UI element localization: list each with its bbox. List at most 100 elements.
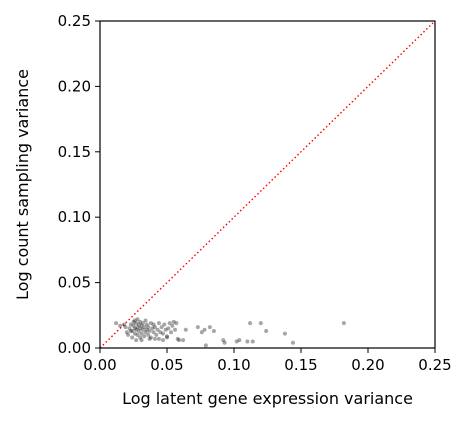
scatter-point (128, 322, 133, 327)
y-tick-label: 0.00 (58, 339, 91, 357)
scatter-point (144, 327, 149, 332)
scatter-point (199, 330, 204, 335)
scatter-point (139, 331, 144, 336)
scatter-point (126, 332, 131, 337)
scatter-point (207, 325, 212, 330)
scatter-point (124, 330, 129, 335)
scatter-point (135, 325, 140, 330)
scatter-point (167, 321, 172, 326)
scatter-point (158, 330, 163, 335)
x-tick-label: 0.20 (351, 356, 384, 374)
scatter-point (169, 330, 174, 335)
scatter-point (131, 323, 136, 328)
x-axis-ticks: 0.00 0.05 0.10 0.15 0.20 0.25 (83, 348, 452, 374)
scatter-point (134, 338, 139, 343)
scatter-point (136, 329, 141, 333)
scatter-point (222, 340, 227, 345)
scatter-point (148, 335, 153, 340)
scatter-point (195, 325, 200, 330)
scatter-point (203, 343, 208, 348)
scatter-point (181, 338, 186, 343)
scatter-point (138, 335, 143, 340)
scatter-point (147, 329, 152, 333)
scatter-point (166, 326, 171, 331)
scatter-point (132, 326, 137, 331)
scatter-point (165, 335, 169, 340)
y-tick-label: 0.20 (58, 77, 91, 95)
x-axis-title: Log latent gene expression variance (122, 389, 413, 408)
scatter-point (135, 332, 140, 337)
x-tick-label: 0.25 (418, 356, 451, 374)
scatter-point (163, 327, 168, 332)
scatter-point (177, 338, 182, 343)
scatter-point (170, 323, 175, 328)
scatter-point (151, 330, 156, 335)
scatter-point (152, 336, 157, 341)
scatter-point (130, 335, 135, 340)
scatter-point (211, 329, 216, 333)
scatter-point (156, 336, 161, 341)
identity-reference-line (99, 20, 436, 349)
scatter-point (139, 338, 144, 343)
scatter-point (146, 332, 151, 337)
scatter-point (264, 329, 269, 333)
scatter-point (148, 321, 153, 326)
scatter-point (139, 323, 144, 328)
scatter-point (245, 339, 250, 344)
scatter-point (122, 322, 127, 327)
scatter-point (159, 325, 164, 330)
scatter-point (160, 338, 165, 343)
scatter-point (290, 340, 295, 345)
y-axis-ticks: 0.00 0.05 0.10 0.15 0.20 0.25 (58, 12, 100, 357)
scatter-point (234, 339, 239, 344)
scatter-point (140, 321, 145, 326)
scatter-point (165, 334, 169, 339)
scatter-point (143, 330, 148, 335)
scatter-point (175, 336, 180, 341)
scatter-point (132, 331, 137, 336)
plot-frame (99, 20, 436, 349)
scatter-point (174, 321, 179, 326)
scatter-point (134, 321, 139, 326)
x-tick-label: 0.15 (284, 356, 317, 374)
scatter-point (142, 334, 147, 339)
scatter-point (173, 327, 178, 332)
scatter-point (118, 323, 123, 328)
scatter-point (136, 322, 141, 327)
scatter-point (114, 321, 119, 326)
scatter-point (258, 321, 263, 326)
scatter-point (140, 327, 145, 332)
reference-line-layer (99, 20, 436, 349)
scatter-point (123, 325, 128, 330)
scatter-point (135, 317, 140, 322)
y-tick-label: 0.05 (58, 274, 91, 292)
scatter-point (221, 338, 226, 343)
scatter-point (237, 338, 242, 343)
scatter-point (160, 331, 165, 336)
scatter-point (202, 327, 207, 332)
y-tick-label: 0.25 (58, 12, 91, 30)
scatter-point (151, 322, 156, 327)
scatter-point (138, 326, 143, 331)
scatter-point (127, 326, 132, 331)
scatter-point (147, 336, 152, 341)
scatter-point (154, 332, 159, 337)
scatter-point (150, 326, 155, 331)
x-tick-label: 0.00 (83, 356, 116, 374)
scatter-point (341, 321, 346, 326)
scatter-point (155, 327, 160, 332)
scatter-point (132, 318, 137, 323)
scatter-point (171, 319, 176, 324)
scatter-point (130, 329, 135, 333)
scatter-point (250, 339, 255, 344)
scatter-point (131, 319, 136, 324)
scatter-point (146, 325, 151, 330)
scatter-point (144, 322, 149, 327)
scatter-point (142, 325, 147, 330)
y-tick-label: 0.10 (58, 208, 91, 226)
x-tick-label: 0.10 (217, 356, 250, 374)
x-tick-label: 0.05 (150, 356, 183, 374)
y-tick-label: 0.15 (58, 143, 91, 161)
scatter-point (134, 327, 139, 332)
